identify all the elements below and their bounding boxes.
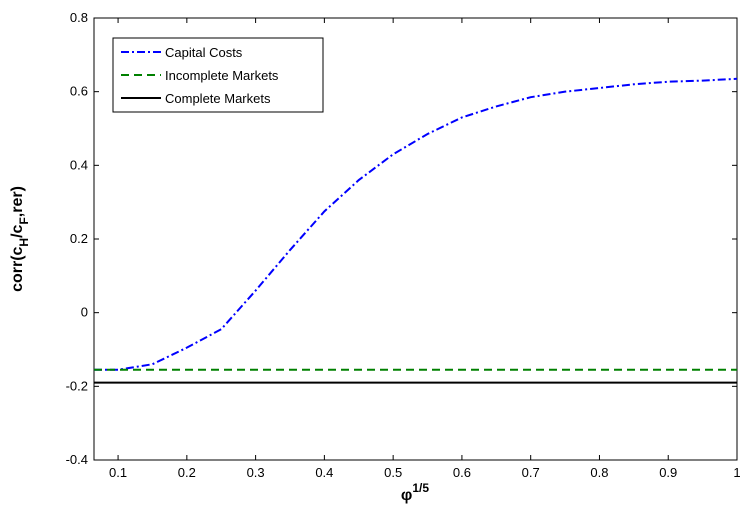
y-tick-label: 0.6 [70, 84, 88, 99]
x-tick-label: 0.2 [178, 465, 196, 480]
legend-label: Incomplete Markets [165, 68, 279, 83]
y-axis-label: corr(cH/cF,rer) [9, 186, 31, 292]
x-label-part: φ [401, 487, 412, 504]
y-tick-label: 0.8 [70, 10, 88, 25]
y-tick-label: 0.2 [70, 231, 88, 246]
x-label-sup: 1/5 [412, 481, 429, 495]
y-label-sub: H [17, 238, 31, 247]
y-tick-label: -0.4 [66, 452, 88, 467]
x-tick-label: 0.9 [659, 465, 677, 480]
legend-label: Complete Markets [165, 91, 271, 106]
series-line [94, 77, 738, 371]
x-tick-label: 1 [733, 465, 740, 480]
y-tick-label: 0.4 [70, 157, 88, 172]
x-tick-label: 0.6 [453, 465, 471, 480]
x-tick-label: 0.7 [522, 465, 540, 480]
x-tick-label: 0.8 [590, 465, 608, 480]
x-tick-label: 0.4 [315, 465, 333, 480]
y-tick-label: 0 [81, 305, 88, 320]
y-label-sub: F [17, 217, 31, 224]
x-tick-label: 0.5 [384, 465, 402, 480]
y-label-part: /c [9, 224, 26, 237]
legend-label: Capital Costs [165, 45, 243, 60]
y-label-part: ,rer) [9, 186, 26, 217]
y-label-part: corr(c [9, 246, 26, 291]
x-tick-label: 0.1 [109, 465, 127, 480]
x-axis-label: φ1/5 [401, 481, 429, 504]
x-tick-label: 0.3 [247, 465, 265, 480]
y-tick-label: -0.2 [66, 378, 88, 393]
